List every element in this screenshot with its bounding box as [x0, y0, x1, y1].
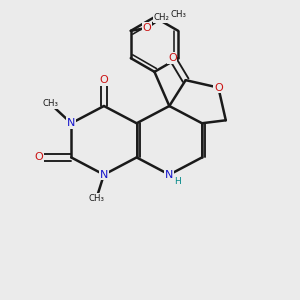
Text: CH₃: CH₃ — [42, 99, 58, 108]
Text: H: H — [174, 177, 181, 186]
Text: O: O — [143, 23, 152, 33]
Text: CH₃: CH₃ — [88, 194, 104, 203]
Text: N: N — [165, 170, 173, 180]
Text: N: N — [67, 118, 75, 128]
Text: O: O — [34, 152, 43, 162]
Text: O: O — [100, 75, 108, 85]
Text: CH₂: CH₂ — [154, 13, 170, 22]
Text: O: O — [168, 53, 177, 63]
Text: CH₃: CH₃ — [170, 10, 186, 19]
Text: N: N — [100, 170, 108, 180]
Text: O: O — [214, 82, 223, 93]
